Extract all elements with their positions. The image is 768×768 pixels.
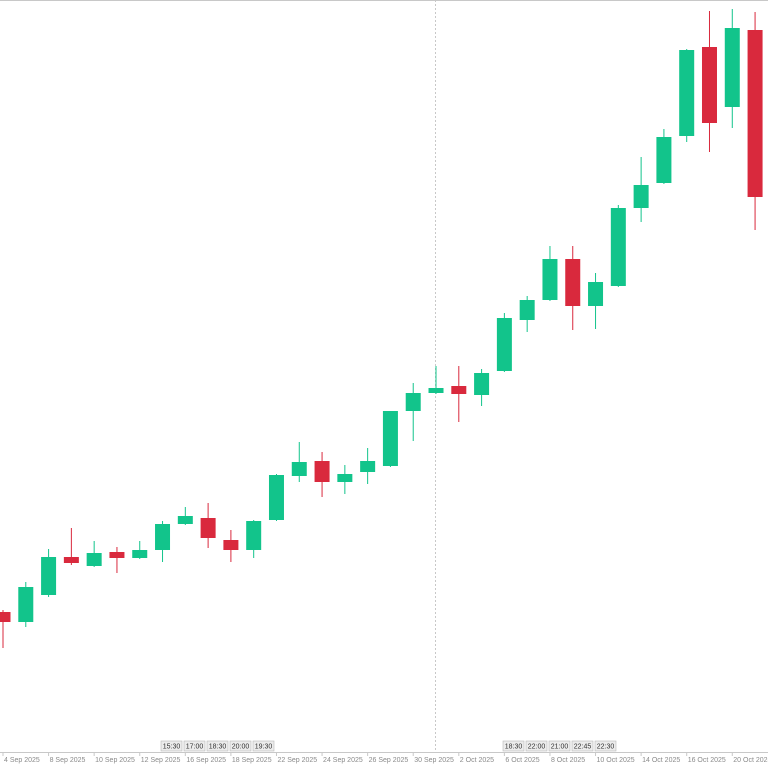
candle-body	[701, 47, 717, 123]
x-tick-label: 12 Sep 2025	[141, 757, 181, 764]
candle-body	[747, 30, 763, 197]
time-label-box	[571, 740, 594, 752]
x-tick-label: 20 Oct 2025	[733, 757, 768, 764]
candle-body	[86, 553, 102, 566]
time-label-box	[206, 740, 229, 752]
candle-body	[200, 518, 216, 538]
time-label-box	[525, 740, 548, 752]
candle-body	[565, 259, 581, 306]
candle-body	[679, 50, 695, 136]
time-label: 18:30	[209, 743, 227, 750]
candle-body	[382, 411, 398, 466]
candle-body	[610, 208, 626, 286]
time-label-box	[252, 740, 275, 752]
x-tick-label: 2 Oct 2025	[460, 757, 494, 764]
time-label-box	[502, 740, 525, 752]
candle-body	[337, 474, 353, 482]
x-tick-label: 18 Sep 2025	[232, 757, 272, 764]
candle-body	[724, 28, 740, 107]
candle-body	[496, 318, 512, 371]
candle-body	[177, 516, 193, 524]
candle-body	[223, 540, 239, 550]
x-tick-label: 14 Oct 2025	[642, 757, 680, 764]
candle-body	[0, 612, 11, 622]
candle-body	[41, 557, 57, 595]
candle-body	[155, 524, 171, 550]
time-label: 17:00	[186, 743, 204, 750]
candle-body	[519, 300, 535, 320]
candle-body	[360, 461, 376, 472]
x-tick-label: 4 Sep 2025	[4, 757, 40, 764]
time-label-box	[160, 740, 183, 752]
candle-body	[428, 388, 444, 393]
x-tick-label: 8 Sep 2025	[50, 757, 86, 764]
x-tick-label: 30 Sep 2025	[414, 757, 454, 764]
candle-body	[132, 550, 148, 558]
candle-body	[109, 552, 125, 558]
time-label: 18:30	[505, 743, 523, 750]
time-label: 19:30	[255, 743, 273, 750]
x-tick-label: 26 Sep 2025	[369, 757, 409, 764]
time-label: 15:30	[163, 743, 181, 750]
candle-body	[18, 587, 34, 622]
candle-body	[633, 185, 649, 208]
candle-body	[268, 475, 284, 520]
x-tick-label: 6 Oct 2025	[505, 757, 539, 764]
time-label: 22:45	[574, 743, 592, 750]
candle-body	[314, 461, 330, 482]
time-label-box	[229, 740, 252, 752]
x-tick-label: 16 Oct 2025	[688, 757, 726, 764]
candle-body	[588, 282, 604, 306]
candle-body	[291, 462, 307, 476]
time-label: 22:00	[528, 743, 546, 750]
x-tick-label: 22 Sep 2025	[277, 757, 317, 764]
candle-body	[474, 373, 490, 395]
x-tick-label: 8 Oct 2025	[551, 757, 585, 764]
x-tick-label: 24 Sep 2025	[323, 757, 363, 764]
time-label-box	[548, 740, 571, 752]
candle-body	[246, 521, 262, 550]
time-label: 22:30	[597, 743, 615, 750]
candle-body	[63, 557, 79, 563]
time-label-box	[594, 740, 617, 752]
candle-body	[405, 393, 421, 411]
time-label-box	[183, 740, 206, 752]
candle-body	[451, 386, 467, 394]
candle-body	[542, 259, 558, 300]
x-tick-label: 10 Oct 2025	[597, 757, 635, 764]
time-label: 21:00	[551, 743, 569, 750]
x-tick-label: 10 Sep 2025	[95, 757, 135, 764]
time-label: 20:00	[232, 743, 250, 750]
x-tick-label: 16 Sep 2025	[186, 757, 226, 764]
candle-body	[656, 137, 672, 183]
